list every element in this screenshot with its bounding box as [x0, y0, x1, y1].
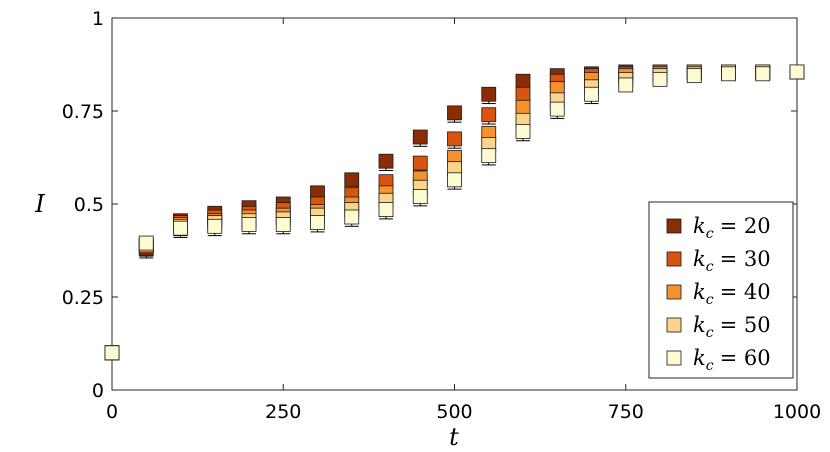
data-point: [515, 86, 531, 102]
legend-var: k: [693, 346, 706, 370]
y-axis-label: I: [34, 190, 45, 218]
legend-value: = 60: [720, 346, 771, 370]
x-tick-label: 1000: [773, 401, 821, 423]
legend-swatch: [666, 317, 682, 333]
data-point: [173, 220, 188, 236]
legend-var: k: [693, 247, 706, 271]
data-point: [344, 172, 360, 188]
legend-swatch: [666, 251, 682, 267]
data-point: [275, 217, 291, 232]
x-tick-label: 500: [436, 401, 472, 423]
legend-var: k: [693, 214, 706, 238]
data-point: [515, 73, 531, 89]
legend-subscript: c: [706, 259, 714, 275]
x-tick-label: 750: [608, 401, 644, 423]
data-point: [515, 99, 531, 115]
data-point: [447, 105, 462, 121]
legend-swatch: [666, 350, 682, 366]
legend-entry: kc = 40: [693, 280, 771, 308]
axis-ticks: 0 250 500 750 1000 0 0.25 0.5 0.75 1: [62, 8, 821, 423]
series-5: [104, 64, 805, 361]
data-point: [412, 129, 428, 145]
y-tick-label: 1: [92, 8, 104, 30]
data-point: [207, 218, 223, 234]
legend-entry: kc = 30: [693, 247, 771, 275]
x-tick-label: 0: [106, 401, 118, 423]
legend-subscript: c: [706, 292, 714, 308]
data-point: [344, 209, 360, 225]
data-point: [378, 202, 394, 217]
y-tick-label: 0.25: [62, 287, 104, 309]
legend-swatch: [666, 218, 682, 234]
data-point: [584, 86, 599, 102]
y-tick-label: 0: [92, 380, 104, 402]
data-point: [241, 217, 257, 232]
data-point: [686, 68, 702, 84]
legend-entry: kc = 60: [693, 346, 771, 374]
legend-value: = 50: [720, 313, 771, 337]
data-point: [447, 172, 462, 188]
data-point: [481, 148, 497, 164]
y-tick-label: 0.5: [74, 194, 104, 216]
data-point: [412, 155, 428, 171]
data-point: [481, 86, 497, 102]
data-point: [481, 107, 497, 123]
data-point: [549, 101, 565, 117]
data-point: [515, 124, 531, 139]
legend-value: = 20: [720, 214, 771, 238]
legend-var: k: [693, 280, 706, 304]
legend-subscript: c: [706, 358, 714, 374]
legend-entry: kc = 50: [693, 313, 771, 341]
data-point: [447, 131, 462, 147]
data-point: [755, 66, 771, 82]
data-point: [104, 345, 120, 361]
data-point: [378, 153, 394, 169]
data-point: [789, 64, 805, 80]
legend-var: k: [693, 313, 706, 337]
legend-value: = 30: [720, 247, 771, 271]
y-tick-label: 0.75: [62, 101, 104, 123]
legend-subscript: c: [706, 226, 714, 242]
data-point: [412, 189, 428, 204]
data-points: [104, 64, 805, 361]
data-point: [310, 215, 325, 231]
legend-subscript: c: [706, 325, 714, 341]
data-point: [652, 71, 668, 87]
legend-swatch: [666, 284, 682, 300]
data-point: [721, 66, 736, 82]
legend-value: = 40: [720, 280, 771, 304]
x-axis-label: t: [449, 423, 459, 451]
legend-entry: kc = 20: [693, 214, 771, 242]
data-point: [138, 235, 154, 251]
x-tick-label: 250: [265, 401, 301, 423]
data-point: [618, 77, 634, 93]
